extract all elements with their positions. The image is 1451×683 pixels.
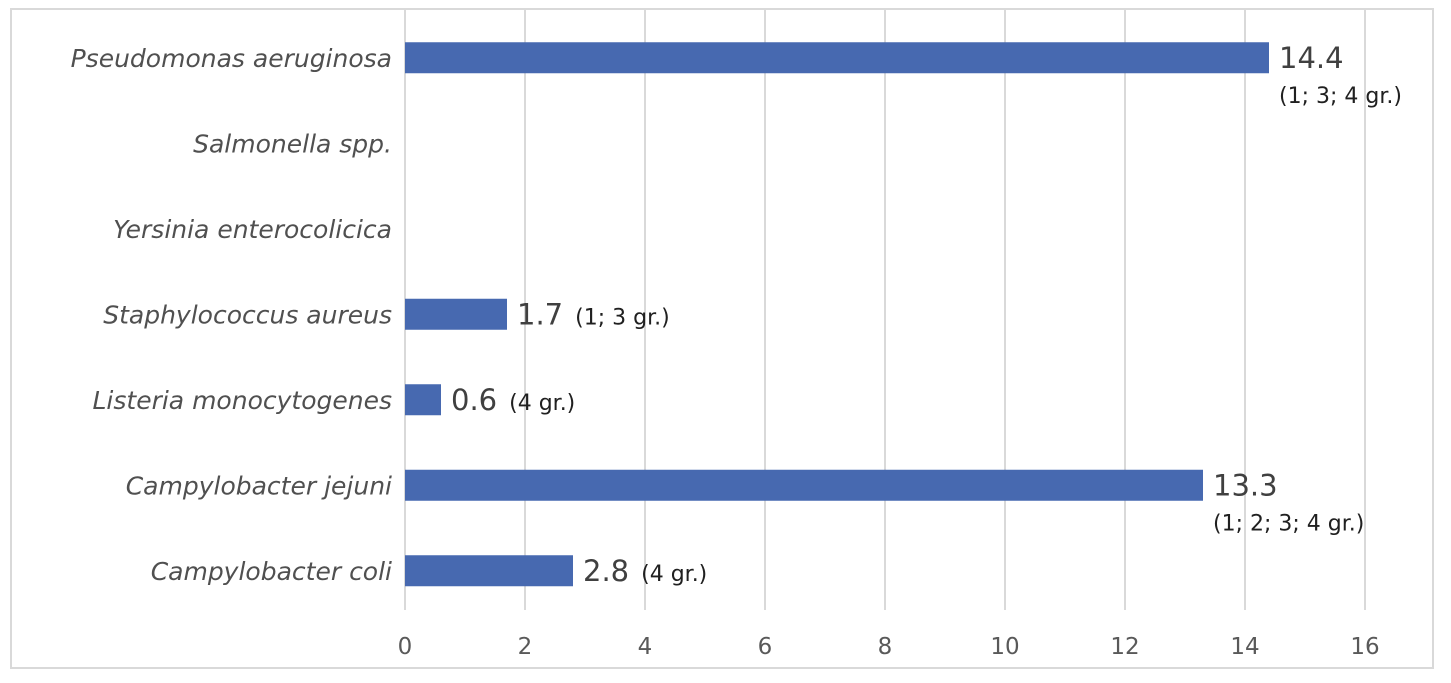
- value-label: 1.7: [517, 297, 563, 331]
- bar: [405, 555, 573, 587]
- x-axis-ticks: 0 2 4 6 8 10 12 14 16: [398, 634, 1380, 660]
- x-tick-label: 4: [638, 634, 653, 660]
- gridlines: [404, 10, 1366, 610]
- x-tick-label: 8: [878, 634, 893, 660]
- chart-frame: [10, 8, 1434, 669]
- annotation-label: (4 gr.): [641, 562, 707, 587]
- category-label: Salmonella spp.: [193, 129, 392, 158]
- bar: [405, 469, 1203, 501]
- x-tick-label: 12: [1110, 634, 1139, 660]
- value-label: 13.3: [1213, 468, 1278, 502]
- category-labels: Pseudomonas aeruginosa Salmonella spp. Yer…: [71, 44, 392, 586]
- bar: [405, 42, 1269, 74]
- x-tick-label: 2: [518, 634, 533, 660]
- category-label: Yersinia enterocolicica: [113, 215, 392, 244]
- bars: [405, 42, 1269, 587]
- annotation-label: (4 gr.): [509, 391, 575, 416]
- value-label: 2.8: [583, 554, 629, 588]
- annotation-label: (1; 2; 3; 4 gr.): [1213, 511, 1364, 536]
- x-tick-label: 6: [758, 634, 773, 660]
- x-tick-label: 0: [398, 634, 413, 660]
- value-label: 0.6: [451, 383, 497, 417]
- bar: [405, 298, 507, 330]
- data-labels: 14.4 (1; 3; 4 gr.) 1.7 (1; 3 gr.) 0.6 (4 gr.)…: [451, 41, 1402, 588]
- x-tick-label: 16: [1350, 634, 1379, 660]
- annotation-label: (1; 3 gr.): [575, 305, 670, 330]
- category-label: Listeria monocytogenes: [93, 386, 393, 415]
- x-tick-label: 10: [990, 634, 1019, 660]
- x-tick-label: 14: [1230, 634, 1259, 660]
- category-label: Campylobacter jejuni: [126, 471, 392, 500]
- value-label: 14.4: [1279, 41, 1344, 75]
- annotation-label: (1; 3; 4 gr.): [1279, 84, 1402, 109]
- category-label: Pseudomonas aeruginosa: [71, 44, 392, 73]
- category-label: Campylobacter coli: [151, 557, 392, 586]
- category-label: Staphylococcus aureus: [103, 300, 392, 329]
- bar: [405, 384, 441, 416]
